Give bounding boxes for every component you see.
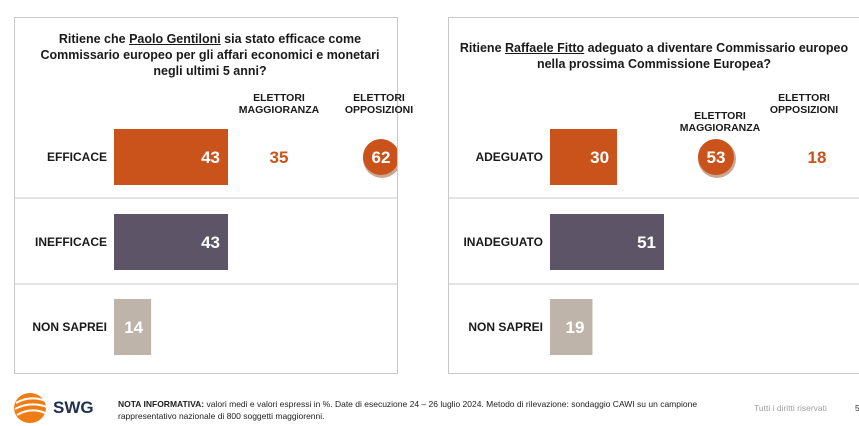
- category-label: EFFICACE: [47, 150, 107, 164]
- chart-title: Ritiene che Paolo Gentiloni sia stato ef…: [35, 31, 385, 79]
- category-label: NON SAPREI: [468, 320, 543, 334]
- swg-logo-icon: [14, 393, 48, 423]
- title-text: Ritiene che: [58, 32, 130, 46]
- title-name: Paolo Gentiloni: [129, 32, 221, 46]
- bar-value-label: 30: [590, 148, 609, 167]
- bar-value-label: 14: [124, 318, 143, 337]
- column-header-opposizioni: ELETTORI OPPOSIZIONI: [769, 92, 839, 116]
- column-header-opposizioni: ELETTORI OPPOSIZIONI: [344, 92, 414, 116]
- title-text: Ritiene: [459, 41, 505, 55]
- bar-value-label: 19: [566, 318, 585, 337]
- chart-panel-gentiloni: Ritiene che Paolo Gentiloni sia stato ef…: [14, 17, 413, 374]
- bar: [550, 129, 618, 185]
- bar-value-label: 43: [201, 148, 220, 167]
- group-value-opposizioni: 62: [372, 148, 391, 167]
- highlight-circle: [363, 139, 397, 175]
- logo-text: SWG: [53, 398, 94, 417]
- title-name: Raffaele Fitto: [505, 41, 585, 55]
- highlight-circle: [698, 139, 734, 175]
- column-header-maggioranza: ELETTORI MAGGIORANZA: [679, 110, 761, 134]
- page-number: 5: [855, 403, 859, 413]
- title-text-end: sia stato efficace come Commissario euro…: [40, 32, 380, 78]
- title-text-end: adeguato a diventare Commissario europeo…: [536, 41, 849, 71]
- group-value-maggioranza: 35: [270, 148, 289, 167]
- bar-chart-fitto: ADEGUATO 30 INADEGUATO 51 NON SAPREI 19 53 18: [449, 129, 859, 355]
- nota-informativa: NOTA INFORMATIVA: valori medi e valori e…: [118, 398, 708, 422]
- rights-text: Tutti i diritti riservati: [754, 403, 827, 413]
- bar: [550, 299, 593, 355]
- category-label: ADEGUATO: [475, 150, 543, 164]
- nota-label: NOTA INFORMATIVA:: [118, 399, 205, 409]
- category-label: NON SAPREI: [32, 320, 107, 334]
- bar: [114, 129, 228, 185]
- category-label: INADEGUATO: [463, 235, 543, 249]
- category-label: INEFFICACE: [35, 235, 107, 249]
- chart-panel-fitto: Ritiene Raffaele Fitto adeguato a divent…: [448, 17, 859, 374]
- bar-chart-gentiloni: EFFICACE 43 INEFFICACE 43 NON SAPREI 14 35 62: [15, 129, 397, 355]
- bar-value-label: 43: [201, 233, 220, 252]
- nota-text: valori medi e valori espressi in %. Date…: [118, 399, 698, 421]
- group-value-maggioranza: 53: [707, 148, 726, 167]
- bar-value-label: 51: [637, 233, 656, 252]
- bar: [114, 299, 152, 355]
- chart-title: Ritiene Raffaele Fitto adeguato a divent…: [449, 40, 859, 72]
- bar: [550, 214, 664, 270]
- bar: [114, 214, 228, 270]
- group-value-opposizioni: 18: [808, 148, 827, 167]
- column-header-maggioranza: ELETTORI MAGGIORANZA: [238, 92, 320, 116]
